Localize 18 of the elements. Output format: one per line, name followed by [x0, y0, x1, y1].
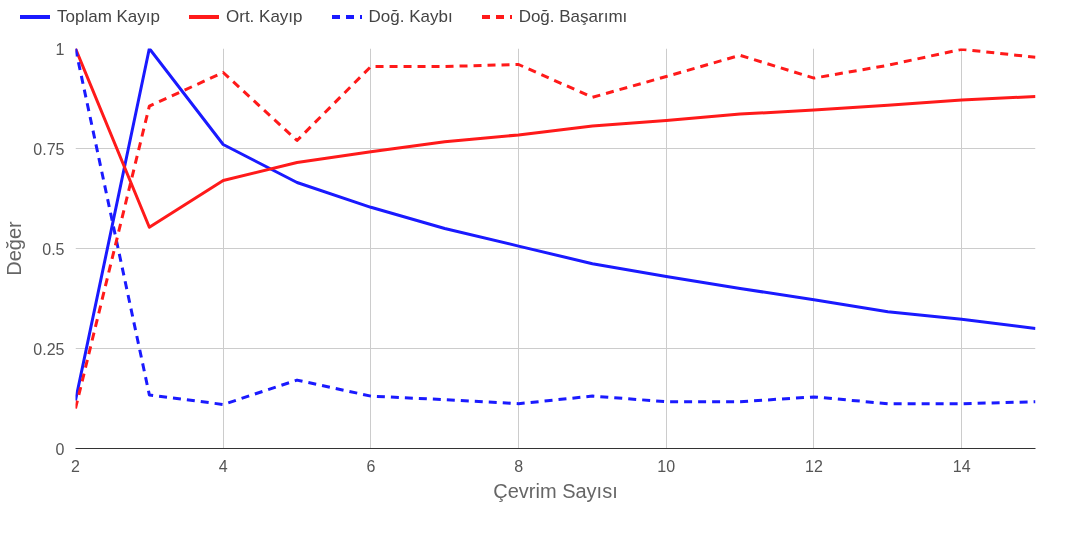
x-tick-label: 12 [805, 457, 823, 475]
legend-label: Doğ. Başarımı [518, 6, 628, 28]
legend-label: Toplam Kayıp [57, 6, 160, 28]
y-tick-label: 0 [55, 440, 65, 458]
x-tick-label: 14 [952, 457, 971, 475]
x-axis-title: Çevrim Sayısı [493, 479, 618, 502]
x-tick-label: 4 [218, 457, 228, 475]
legend-label: Ort. Kayıp [226, 6, 303, 28]
y-tick-label: 0.75 [33, 140, 65, 158]
y-tick-label: 1 [55, 40, 65, 58]
y-tick-label: 0.5 [42, 240, 65, 258]
x-tick-label: 6 [366, 457, 376, 475]
x-tick-label: 8 [514, 457, 524, 475]
legend-label: Doğ. Kaybı [368, 6, 453, 28]
y-tick-label: 0.25 [33, 340, 65, 358]
x-tick-label: 2 [71, 457, 81, 475]
y-axis-title: Değer [3, 220, 26, 276]
x-tick-label: 10 [657, 457, 676, 475]
